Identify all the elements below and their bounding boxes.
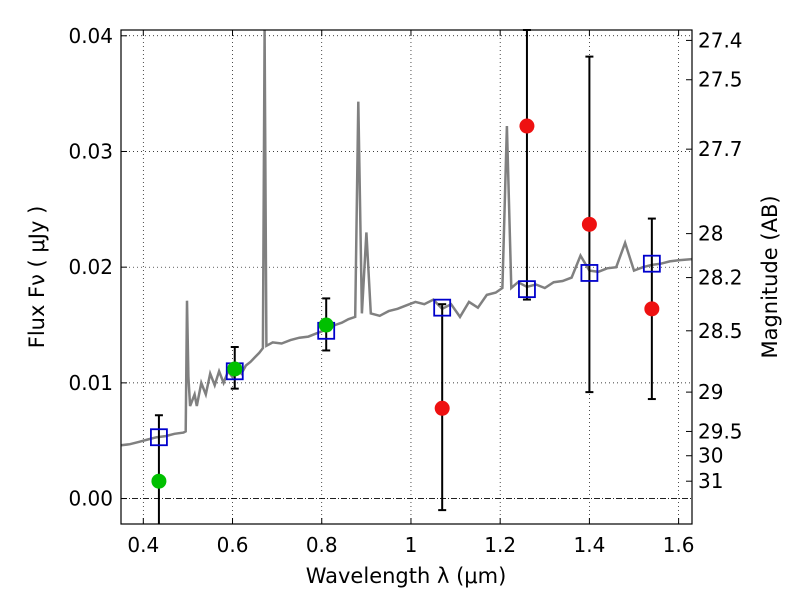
y-axis-ticks: 0.00 0.01 0.02 0.03 0.04 [68,24,127,511]
plot-frame [120,29,693,525]
spectrum-line [120,29,693,447]
measurement-points [151,118,660,489]
y-tick-label: 0.03 [68,139,113,163]
model-point [433,298,452,317]
x-axis-label: Wavelength λ (μm) [306,564,507,588]
model-point [518,280,536,299]
mag-tick-label: 29 [698,380,723,404]
x-tick-label: 1 [405,533,418,557]
mag-tick-label: 28.5 [698,319,743,343]
model-points [150,254,661,447]
y-tick-label: 0.00 [68,487,113,511]
model-point [150,428,168,447]
red-measurement-point [519,118,535,134]
green-measurement-point [318,317,334,333]
mag-tick-label: 28 [698,222,723,246]
red-measurement-point [434,400,450,416]
x-tick-label: 1.6 [663,533,695,557]
mag-tick-label: 27.4 [698,28,743,52]
model-point [642,254,661,273]
model-point [580,264,599,282]
y-tick-label: 0.04 [68,24,113,48]
x-tick-label: 0.6 [217,533,249,557]
x-tick-label: 1.4 [573,533,605,557]
y-axis-label: Flux Fν ( μJy ) [25,206,49,349]
y-tick-label: 0.02 [68,255,113,279]
mag-tick-label: 27.5 [698,68,743,92]
mag-tick-label: 30 [698,444,723,468]
red-measurement-point [644,301,660,317]
mag-tick-label: 27.7 [698,137,743,161]
green-measurement-point [227,361,243,377]
mag-tick-label: 31 [698,469,723,493]
x-tick-label: 0.4 [127,533,159,557]
red-measurement-point [581,216,597,232]
mag-tick-label: 29.5 [698,419,743,443]
x-axis-ticks: 0.4 0.6 0.8 1 1.2 1.4 1.6 [127,30,695,557]
x-tick-label: 1.2 [484,533,516,557]
y2-axis-label: Magnitude (AB) [758,195,782,358]
mag-tick-label: 28.2 [698,266,743,290]
green-measurement-point [151,473,167,489]
y-tick-label: 0.01 [68,371,113,395]
x-tick-label: 0.8 [306,533,338,557]
plot-background [121,30,692,524]
